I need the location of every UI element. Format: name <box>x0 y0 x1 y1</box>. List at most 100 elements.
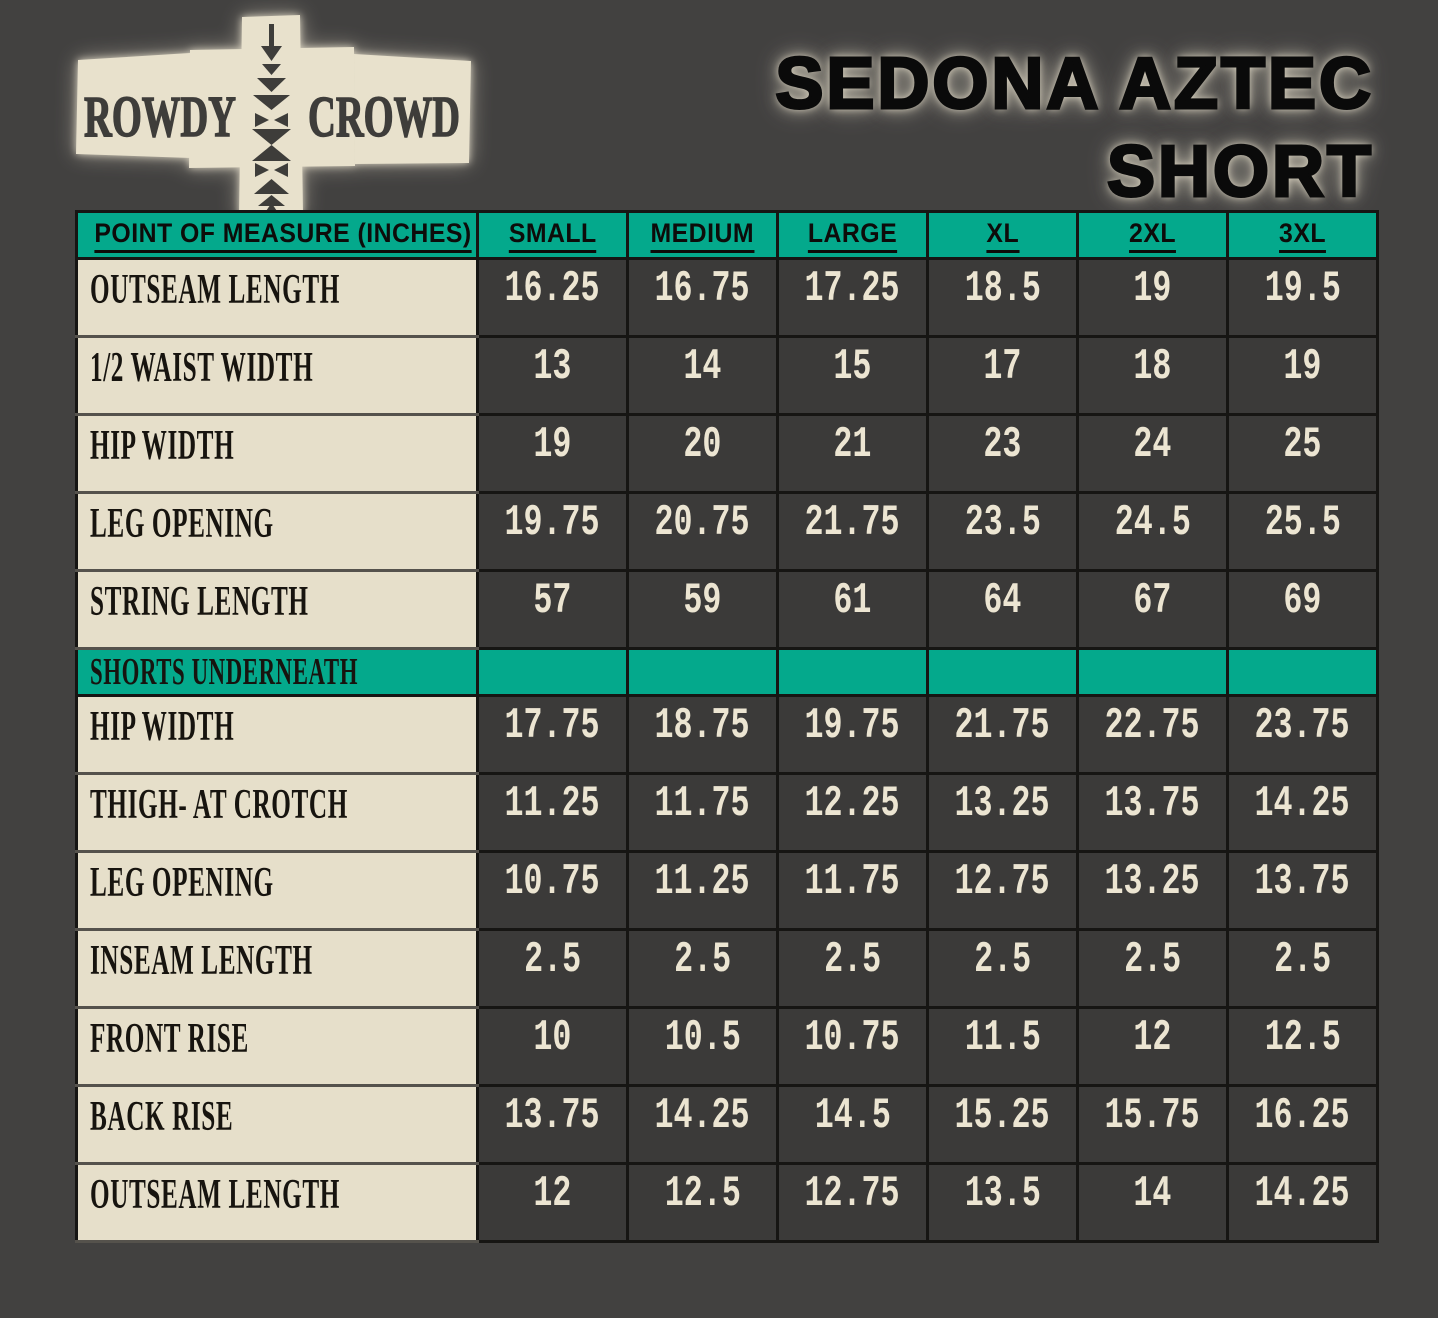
measurement-value-cell: 18.75 <box>626 694 779 775</box>
measurement-value-cell: 17 <box>926 335 1079 416</box>
header-cell-size: SMALL <box>476 210 629 260</box>
product-title-line1: SEDONA AZTEC <box>774 43 1374 126</box>
measurement-row: LEG OPENING 19.75 20.75 21.75 23.5 24.5 25.5 <box>75 491 1379 572</box>
measurement-label-cell: OUTSEAM LENGTH <box>75 1162 479 1243</box>
measurement-label-cell: INSEAM LENGTH <box>75 928 479 1009</box>
measurement-value-cell: 12 <box>1076 1006 1229 1087</box>
measurement-row: 1/2 WAIST WIDTH 13 14 15 17 18 19 <box>75 335 1379 416</box>
measurement-value-cell: 14 <box>1076 1162 1229 1243</box>
measurement-value: 25.5 <box>1264 498 1341 548</box>
measurement-row: BACK RISE 13.75 14.25 14.5 15.25 15.75 16.25 <box>75 1084 1379 1165</box>
measurement-label-cell: BACK RISE <box>75 1084 479 1165</box>
measurement-value: 20 <box>683 420 722 470</box>
measurement-value-cell: 14.25 <box>1226 772 1379 853</box>
measurement-value: 14 <box>1133 1169 1172 1219</box>
measurement-label-cell: LEG OPENING <box>75 491 479 572</box>
section-label-cell: SHORTS UNDERNEATH <box>75 647 479 697</box>
measurement-value: 13.25 <box>1104 857 1201 907</box>
measurement-value: 25 <box>1283 420 1322 470</box>
measurement-value: 20.75 <box>654 498 751 548</box>
measurement-value: 10.75 <box>804 1013 901 1063</box>
measurement-value: 12.25 <box>804 779 901 829</box>
measurement-value-cell: 20.75 <box>626 491 779 572</box>
section-label: SHORTS UNDERNEATH <box>90 651 359 693</box>
measurement-value-cell: 20 <box>626 413 779 494</box>
measurement-row: HIP WIDTH 19 20 21 23 24 25 <box>75 413 1379 494</box>
measurement-value-cell: 11.25 <box>476 772 629 853</box>
header-label: XL <box>986 218 1019 253</box>
measurement-value: 16.25 <box>504 264 601 314</box>
measurement-value: 11.75 <box>804 857 901 907</box>
measurement-value: 15.25 <box>954 1091 1051 1141</box>
measurement-value-cell: 13.25 <box>926 772 1079 853</box>
measurement-label: LEG OPENING <box>90 860 274 906</box>
measurement-value: 64 <box>983 576 1022 626</box>
measurement-value-cell: 11.25 <box>626 850 779 931</box>
measurement-label-cell: HIP WIDTH <box>75 413 479 494</box>
measurement-value-cell: 2.5 <box>1226 928 1379 1009</box>
rowdy-crowd-logo: ROWDY CROWD <box>72 14 484 220</box>
size-chart-container: POINT OF MEASURE (INCHES) SMALL MEDIUM LARG… <box>75 210 1379 1243</box>
measurement-row: FRONT RISE 10 10.5 10.75 11.5 12 12.5 <box>75 1006 1379 1087</box>
measurement-value-cell: 17.25 <box>776 257 929 338</box>
measurement-value: 2.5 <box>523 935 582 985</box>
measurement-value: 2.5 <box>673 935 732 985</box>
measurement-value-cell: 10 <box>476 1006 629 1087</box>
measurement-value: 59 <box>683 576 722 626</box>
measurement-value-cell: 15 <box>776 335 929 416</box>
measurement-value: 19.75 <box>804 701 901 751</box>
measurement-row: INSEAM LENGTH 2.5 2.5 2.5 2.5 2.5 2.5 <box>75 928 1379 1009</box>
measurement-value-cell: 21 <box>776 413 929 494</box>
measurement-value: 18.5 <box>964 264 1041 314</box>
measurement-value: 14.25 <box>654 1091 751 1141</box>
measurement-value: 14 <box>683 342 722 392</box>
header-label: 2XL <box>1129 218 1176 253</box>
measurement-value: 10 <box>533 1013 572 1063</box>
measurement-label: 1/2 WAIST WIDTH <box>90 345 314 391</box>
section-empty-cell <box>776 647 929 697</box>
measurement-value: 13.25 <box>954 779 1051 829</box>
measurement-value: 17.75 <box>504 701 601 751</box>
measurement-value: 14.25 <box>1254 1169 1351 1219</box>
measurement-value-cell: 12.25 <box>776 772 929 853</box>
measurement-value-cell: 10.75 <box>776 1006 929 1087</box>
measurement-label: OUTSEAM LENGTH <box>90 1172 340 1218</box>
measurement-value: 16.75 <box>654 264 751 314</box>
measurement-label: OUTSEAM LENGTH <box>90 267 340 313</box>
measurement-value-cell: 16.75 <box>626 257 779 338</box>
measurement-value: 2.5 <box>823 935 882 985</box>
measurement-value: 11.25 <box>654 857 751 907</box>
measurement-label-cell: HIP WIDTH <box>75 694 479 775</box>
measurement-value: 11.5 <box>964 1013 1041 1063</box>
measurement-value-cell: 12.75 <box>776 1162 929 1243</box>
measurement-value: 19 <box>1133 264 1172 314</box>
measurement-row: STRING LENGTH 57 59 61 64 67 69 <box>75 569 1379 650</box>
measurement-value: 21 <box>833 420 872 470</box>
header-label: POINT OF MEASURE (INCHES) <box>94 218 472 253</box>
measurement-value: 19 <box>1283 342 1322 392</box>
measurement-value-cell: 2.5 <box>1076 928 1229 1009</box>
measurement-value-cell: 12 <box>476 1162 629 1243</box>
measurement-value: 23.75 <box>1254 701 1351 751</box>
measurement-value-cell: 22.75 <box>1076 694 1229 775</box>
header-label: MEDIUM <box>650 218 755 253</box>
logo-word-crowd: CROWD <box>308 84 460 149</box>
measurement-value: 17 <box>983 342 1022 392</box>
measurement-value: 22.75 <box>1104 701 1201 751</box>
measurement-value: 19.75 <box>504 498 601 548</box>
size-chart-body: OUTSEAM LENGTH 16.25 16.75 17.25 18.5 19 19.5 1… <box>75 257 1379 1243</box>
measurement-value: 16.25 <box>1254 1091 1351 1141</box>
measurement-value: 21.75 <box>804 498 901 548</box>
measurement-value: 2.5 <box>1273 935 1332 985</box>
measurement-value: 19.5 <box>1264 264 1341 314</box>
measurement-label: STRING LENGTH <box>90 579 309 625</box>
measurement-value: 12 <box>1133 1013 1172 1063</box>
measurement-value-cell: 2.5 <box>926 928 1079 1009</box>
measurement-value-cell: 14.25 <box>626 1084 779 1165</box>
measurement-value-cell: 25 <box>1226 413 1379 494</box>
measurement-value-cell: 14.25 <box>1226 1162 1379 1243</box>
measurement-value: 10.75 <box>504 857 601 907</box>
measurement-value: 18 <box>1133 342 1172 392</box>
measurement-label-cell: FRONT RISE <box>75 1006 479 1087</box>
